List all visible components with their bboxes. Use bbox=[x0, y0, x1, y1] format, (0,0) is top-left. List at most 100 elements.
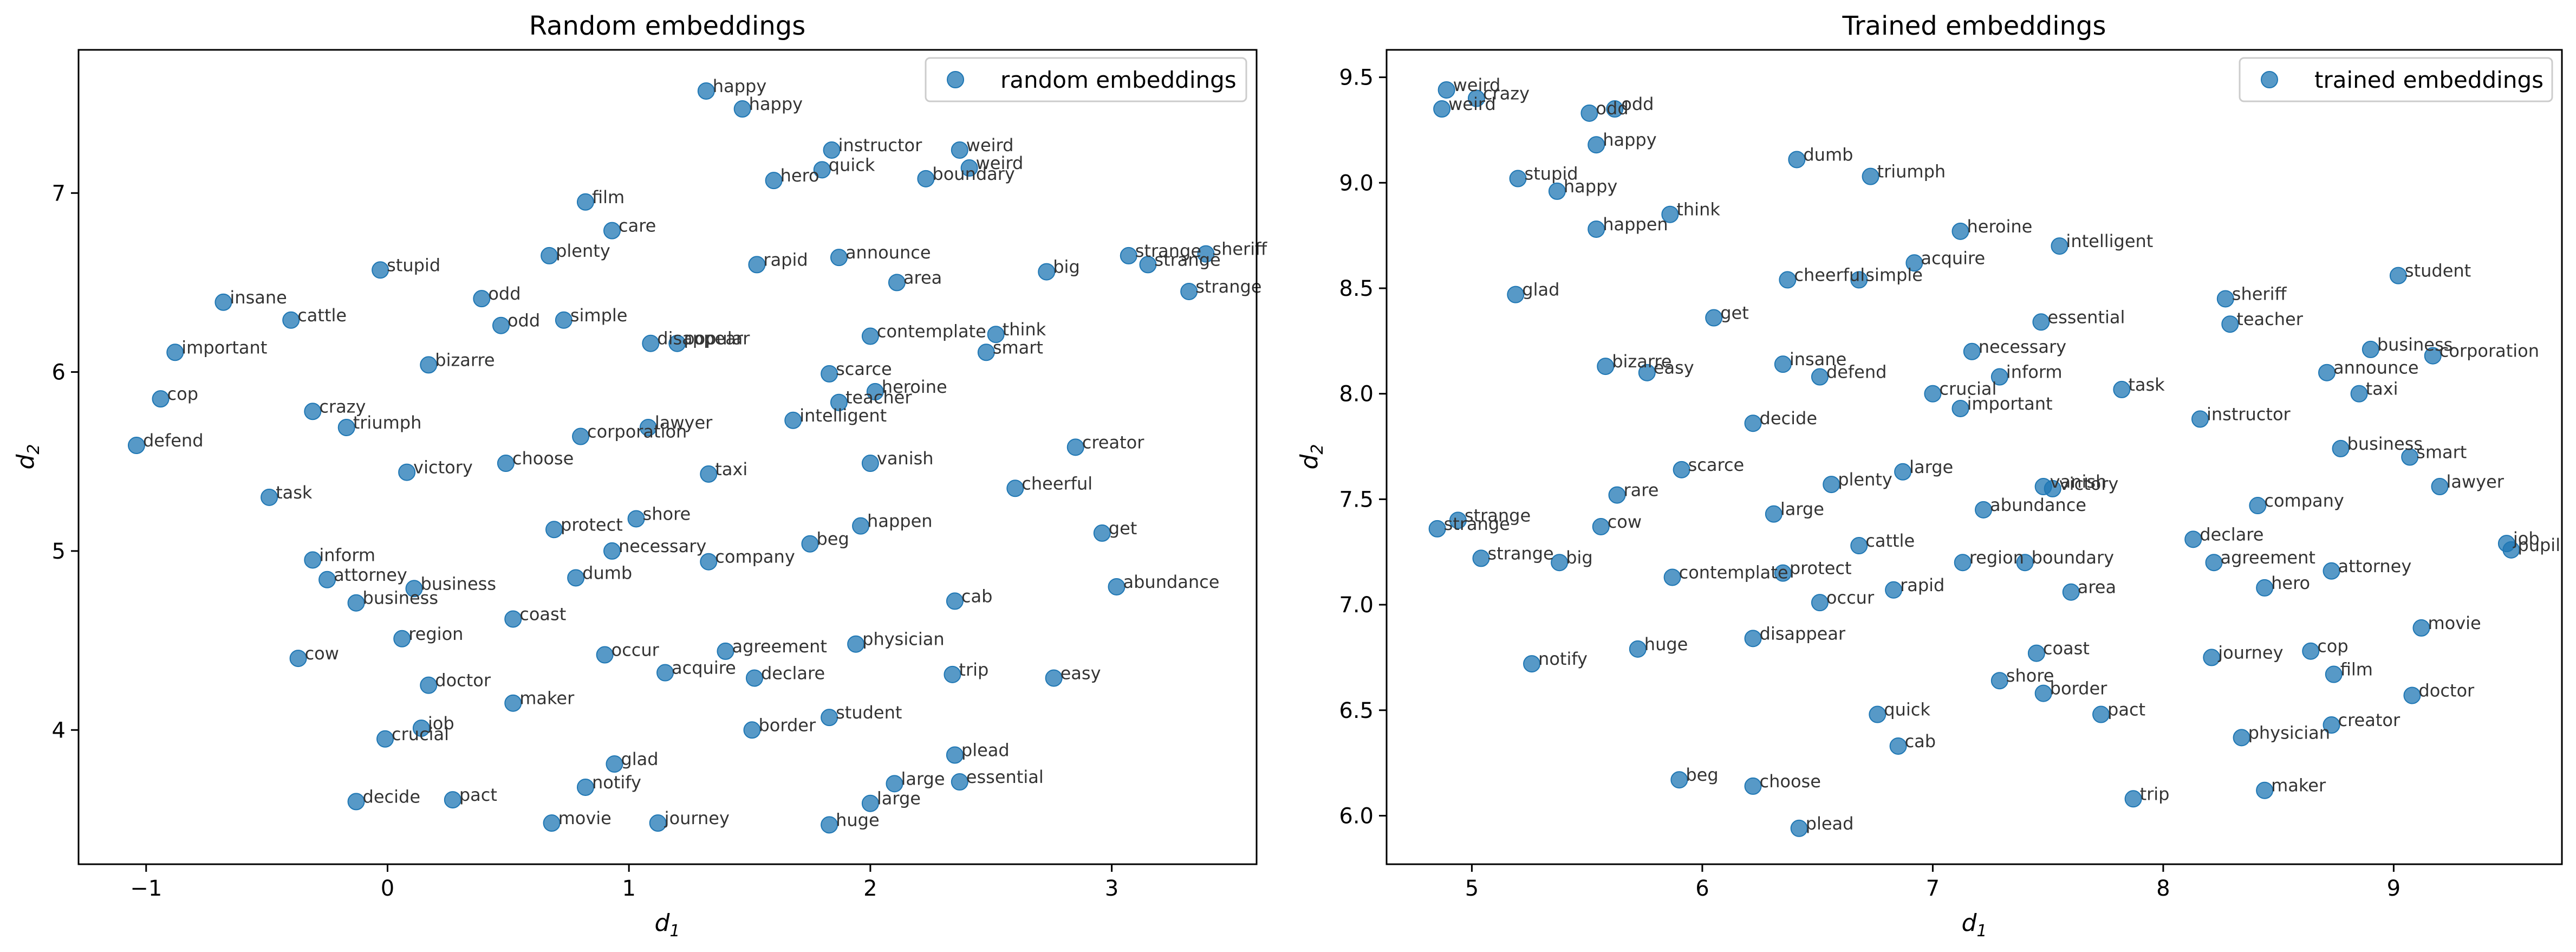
scatter-point bbox=[337, 418, 355, 436]
scatter-point bbox=[1954, 554, 1972, 572]
scatter-point bbox=[1705, 309, 1723, 327]
scatter-point bbox=[1467, 89, 1485, 107]
point-label: creator bbox=[1082, 432, 1144, 452]
scatter-point bbox=[1869, 705, 1887, 723]
scatter-point bbox=[398, 463, 416, 481]
scatter-point bbox=[497, 455, 515, 472]
scatter-point bbox=[1006, 480, 1024, 497]
point-label: agreement bbox=[732, 636, 827, 657]
scatter-point bbox=[1437, 81, 1455, 99]
point-label: contemplate bbox=[877, 321, 986, 342]
point-label: region bbox=[408, 624, 463, 644]
scatter-point bbox=[1038, 263, 1056, 281]
scatter-point bbox=[1889, 737, 1907, 755]
scatter-point bbox=[944, 665, 961, 683]
legend: random embeddings bbox=[925, 57, 1247, 102]
scatter-point bbox=[282, 311, 300, 329]
point-label: important bbox=[181, 337, 267, 358]
x-tick-label: 6 bbox=[1695, 876, 1709, 901]
scatter-point bbox=[823, 141, 841, 159]
scatter-point bbox=[1774, 564, 1792, 582]
scatter-point bbox=[697, 82, 715, 100]
point-label: abundance bbox=[1990, 495, 2086, 515]
scatter-point bbox=[1850, 537, 1868, 555]
scatter-point bbox=[555, 311, 573, 329]
scatter-point bbox=[2403, 687, 2421, 704]
point-label: intelligent bbox=[799, 405, 887, 426]
scatter-point bbox=[1592, 517, 1610, 535]
point-label: cattle bbox=[1865, 530, 1915, 551]
legend-label: trained embeddings bbox=[2314, 67, 2544, 93]
point-label: think bbox=[1676, 199, 1720, 220]
scatter-point bbox=[2318, 364, 2336, 381]
point-label: cow bbox=[305, 643, 339, 664]
point-label: victory bbox=[2059, 474, 2119, 494]
scatter-point bbox=[639, 418, 657, 436]
scatter-point bbox=[813, 161, 831, 179]
scatter-point bbox=[1811, 594, 1829, 612]
scatter-point bbox=[2184, 530, 2202, 548]
scatter-point bbox=[2051, 237, 2068, 255]
point-label: large bbox=[877, 788, 921, 809]
scatter-point bbox=[821, 709, 838, 727]
scatter-point bbox=[1788, 151, 1806, 169]
point-label: attorney bbox=[334, 565, 407, 585]
point-label: pact bbox=[459, 785, 497, 805]
point-label: easy bbox=[1061, 663, 1101, 683]
scatter-point bbox=[1744, 777, 1762, 795]
point-label: announce bbox=[845, 242, 931, 263]
y-tick-label: 9.5 bbox=[1339, 66, 1374, 90]
scatter-point bbox=[946, 592, 964, 610]
scatter-point bbox=[1951, 222, 1969, 240]
scatter-point bbox=[567, 569, 585, 587]
scatter-point bbox=[1765, 505, 1783, 523]
point-label: protect bbox=[561, 514, 623, 535]
scatter-point bbox=[1580, 104, 1598, 122]
scatter-point bbox=[2044, 480, 2061, 497]
scatter-point bbox=[1673, 461, 1690, 478]
point-label: instructor bbox=[2207, 404, 2291, 424]
scatter-point bbox=[1507, 286, 1525, 303]
scatter-point bbox=[444, 791, 461, 809]
x-axis-ticks: 5 6 7 8 9 bbox=[1465, 864, 2401, 901]
point-label: victory bbox=[413, 457, 473, 478]
point-label: announce bbox=[2333, 358, 2419, 378]
scatter-point bbox=[1975, 501, 1993, 519]
point-label: odd bbox=[1621, 94, 1654, 114]
point-label: coast bbox=[519, 604, 566, 624]
x-tick-label: −1 bbox=[130, 876, 162, 901]
scatter-point bbox=[2034, 684, 2052, 702]
point-label: vanish bbox=[877, 448, 934, 469]
legend-box bbox=[2239, 57, 2553, 102]
scatter-point bbox=[2325, 665, 2343, 683]
point-label: hero bbox=[780, 165, 819, 186]
scatter-point bbox=[347, 594, 365, 612]
point-label: heroine bbox=[1967, 216, 2032, 237]
scatter-point bbox=[420, 676, 438, 694]
scatter-point bbox=[1551, 554, 1569, 572]
point-label: inform bbox=[319, 545, 375, 565]
scatter-point bbox=[2302, 642, 2320, 660]
scatter-point bbox=[2027, 644, 2045, 662]
scatter-point bbox=[1862, 167, 1879, 185]
point-label: film bbox=[2340, 659, 2373, 680]
y-axis-ticks: 6.0 6.5 7.0 7.5 8.0 8.5 9.0 9.5 bbox=[1339, 66, 1387, 828]
scatter-point bbox=[603, 222, 621, 239]
point-label: quick bbox=[1884, 700, 1930, 720]
point-label: heroine bbox=[882, 377, 947, 397]
point-label: odd bbox=[508, 310, 540, 331]
scatter-point bbox=[642, 334, 660, 352]
scatter-point bbox=[2032, 313, 2050, 331]
point-label: large bbox=[1780, 499, 1824, 520]
scatter-point bbox=[261, 488, 278, 506]
point-label: glad bbox=[1522, 280, 1559, 300]
y-axis-ticks: 4 5 6 7 bbox=[52, 181, 79, 743]
point-label: teacher bbox=[2236, 309, 2303, 329]
point-label: attorney bbox=[2338, 556, 2412, 577]
point-label: journey bbox=[2217, 642, 2283, 663]
scatter-point bbox=[289, 650, 307, 668]
point-label: notify bbox=[592, 772, 641, 793]
point-label: shore bbox=[643, 503, 691, 524]
